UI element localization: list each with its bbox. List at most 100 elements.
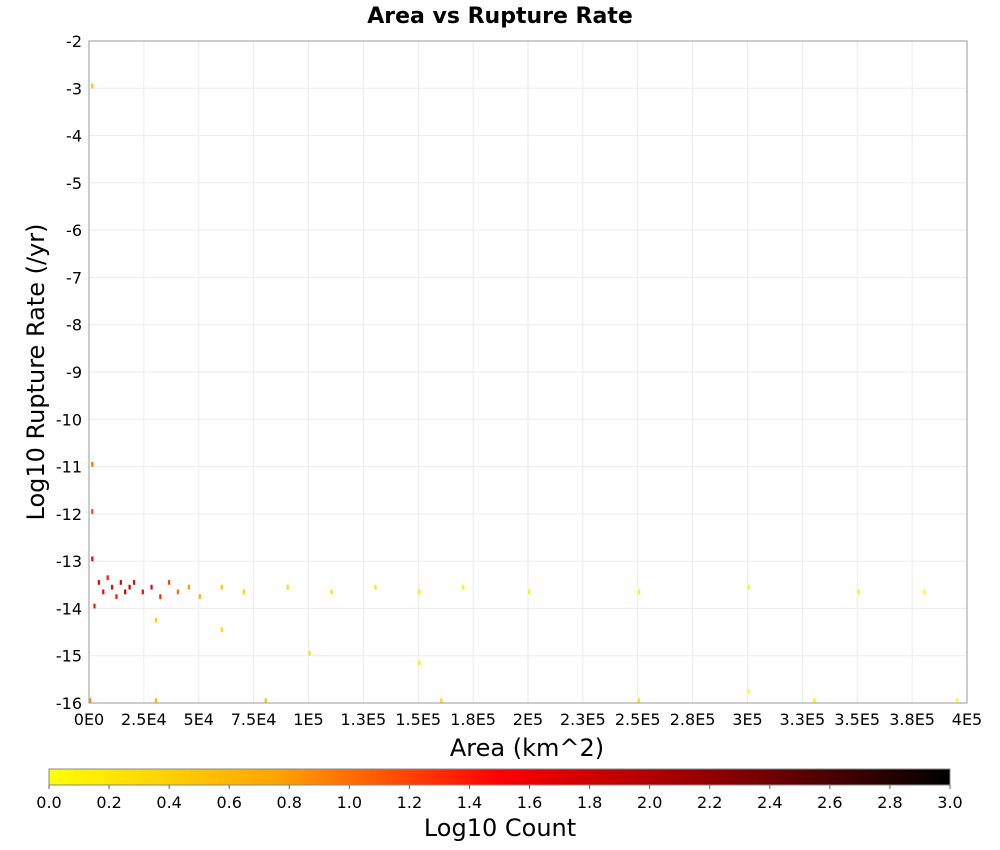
- heatmap-cell: [93, 603, 96, 609]
- colorbar-tick-label: 1.2: [397, 793, 422, 812]
- y-tick-label: -6: [66, 221, 82, 240]
- colorbar-label: Log10 Count: [424, 814, 576, 842]
- y-tick-label: -7: [66, 268, 82, 287]
- x-tick-label: 1E5: [293, 710, 323, 729]
- heatmap-cell: [286, 584, 289, 590]
- x-tick-label: 5E4: [184, 710, 214, 729]
- colorbar-tick-label: 2.8: [877, 793, 902, 812]
- colorbar-tick-label: 0.4: [156, 793, 181, 812]
- x-tick-label: 1.5E5: [395, 710, 441, 729]
- grid: [88, 40, 968, 704]
- x-tick-label: 1.8E5: [450, 710, 496, 729]
- x-tick-label: 0E0: [74, 710, 104, 729]
- heatmap-cell: [330, 589, 333, 595]
- x-tick-label: 2E5: [513, 710, 543, 729]
- colorbar: [48, 768, 951, 786]
- y-tick-label: -10: [56, 410, 82, 429]
- colorbar-tick-label: 1.0: [337, 793, 362, 812]
- y-tick-label: -8: [66, 316, 82, 335]
- y-axis: -2 -3 -4 -5 -6 -7 -8 -9 -10 -11 -12 -13 -14 -15 -16: [56, 32, 82, 713]
- x-tick-label: 2.5E4: [121, 710, 167, 729]
- heatmap-cell: [857, 589, 860, 595]
- heatmap-cell: [97, 580, 100, 585]
- colorbar-tick-label: 2.6: [817, 793, 842, 812]
- y-axis-label: Log10 Rupture Rate (/yr): [22, 224, 50, 521]
- colorbar-axis: 0.0 0.2 0.4 0.6 0.8 1.0 1.2 1.4 1.6 1.8 2.0 2.2 2.4 2…: [36, 785, 963, 812]
- heatmap-cell: [115, 594, 118, 599]
- heatmap-cell: [637, 589, 640, 595]
- x-tick-label: 4E5: [952, 710, 982, 729]
- heatmap-cell: [923, 589, 926, 595]
- heatmap-cell: [187, 584, 190, 590]
- heatmap-cell: [119, 580, 122, 585]
- heatmap-cell: [176, 589, 179, 595]
- y-tick-label: -11: [56, 458, 82, 477]
- x-tick-label: 3.8E5: [889, 710, 935, 729]
- x-tick-label: 7.5E4: [231, 710, 277, 729]
- colorbar-tick-label: 0.8: [277, 793, 302, 812]
- heatmap-cell: [124, 589, 127, 595]
- y-tick-label: -12: [56, 505, 82, 524]
- y-tick-label: -2: [66, 32, 82, 51]
- colorbar-tick-label: 1.4: [457, 793, 482, 812]
- colorbar-tick-label: 1.8: [577, 793, 602, 812]
- heatmap-cell: [91, 556, 94, 562]
- heatmap-cell: [102, 589, 105, 595]
- colorbar-tick-label: 1.6: [517, 793, 542, 812]
- heatmap-cell: [528, 589, 531, 595]
- x-tick-label: 1.3E5: [341, 710, 387, 729]
- x-tick-label: 3.3E5: [780, 710, 826, 729]
- colorbar-tick-label: 2.4: [757, 793, 782, 812]
- heatmap-cell: [462, 584, 465, 590]
- heatmap-cell: [198, 594, 201, 599]
- heatmap-cell: [89, 698, 92, 703]
- heatmap-cell: [154, 698, 158, 703]
- heatmap-cell: [150, 584, 153, 590]
- heatmap-cell: [168, 580, 171, 585]
- heatmap-cell: [91, 509, 94, 514]
- y-tick-label: -13: [56, 552, 82, 571]
- x-axis: 0E0 2.5E4 5E4 7.5E4 1E5 1.3E5 1.5E5 1.8E5 2E5 2.3…: [74, 710, 982, 729]
- heatmap-cell: [418, 589, 421, 595]
- heatmap-cell: [220, 627, 223, 633]
- heatmap-cell: [374, 584, 377, 590]
- x-tick-label: 3.5E5: [834, 710, 880, 729]
- heatmap-cell: [308, 650, 311, 656]
- plot-area: [88, 40, 968, 704]
- heatmap-cell: [440, 698, 443, 703]
- colorbar-tick-label: 0.0: [36, 793, 61, 812]
- y-tick-label: -15: [56, 647, 82, 666]
- y-tick-label: -16: [56, 694, 82, 713]
- colorbar-tick-label: 2.2: [697, 793, 722, 812]
- colorbar-tick-label: 2.0: [637, 793, 662, 812]
- heatmap-cell: [813, 698, 816, 703]
- chart-title: Area vs Rupture Rate: [367, 4, 633, 29]
- x-tick-label: 2.5E5: [615, 710, 661, 729]
- x-tick-label: 3E5: [732, 710, 762, 729]
- heatmap-cell: [91, 461, 94, 467]
- colorbar-tick-label: 3.0: [937, 793, 962, 812]
- heatmap-cell: [106, 575, 109, 581]
- x-tick-label: 2.3E5: [560, 710, 606, 729]
- y-tick-label: -3: [66, 79, 82, 98]
- heatmap-cell: [141, 589, 144, 595]
- heatmap-cell: [264, 698, 267, 703]
- x-axis-label: Area (km^2): [450, 734, 604, 762]
- heatmap-cell: [132, 580, 136, 585]
- x-tick-label: 2.8E5: [670, 710, 716, 729]
- y-tick-label: -4: [66, 127, 82, 146]
- heatmap-cell: [91, 83, 94, 89]
- colorbar-tick-label: 0.6: [216, 793, 241, 812]
- heatmap-cell: [418, 660, 421, 666]
- y-tick-label: -9: [66, 363, 82, 382]
- heatmap-cell: [747, 688, 750, 694]
- heatmap-cell: [128, 584, 131, 590]
- heatmap-cell: [154, 617, 158, 623]
- heatmap-cell: [747, 584, 750, 590]
- colorbar-tick-label: 0.2: [96, 793, 121, 812]
- heatmap-cell: [637, 698, 640, 703]
- y-tick-label: -14: [56, 599, 82, 618]
- heatmap-cells: [89, 83, 959, 703]
- y-tick-label: -5: [66, 174, 82, 193]
